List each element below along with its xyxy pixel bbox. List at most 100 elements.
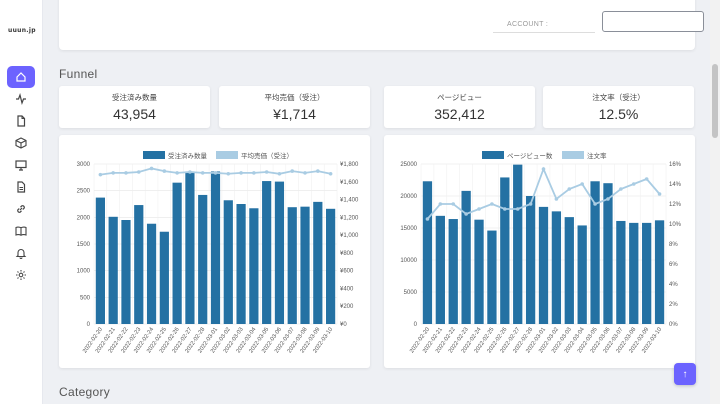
line-point [316, 169, 320, 173]
scroll-top-button[interactable]: ↑ [674, 363, 696, 385]
y-tick-left: 1500 [77, 242, 91, 248]
line-point [425, 217, 430, 221]
y-tick-right: 8% [669, 242, 678, 248]
chart-card-pageviews: ページビュー数 注文率 0 5000 10000 15000 20000 25000 0% 2% 4… [384, 135, 695, 368]
scrollbar-track[interactable] [710, 0, 720, 404]
line-point [277, 171, 282, 176]
y-tick-left: 3000 [77, 162, 91, 168]
scrollbar-thumb[interactable] [712, 64, 718, 138]
bar [654, 220, 665, 324]
sidebar-item-box[interactable] [7, 132, 35, 154]
line-point [175, 171, 179, 175]
line-point [606, 197, 610, 201]
account-input[interactable] [602, 11, 704, 32]
line-point [252, 171, 256, 175]
bar [300, 206, 310, 324]
kpi-value: 43,954 [113, 106, 156, 122]
sidebar-item-bell[interactable] [7, 242, 35, 264]
sidebar-item-file[interactable] [7, 110, 35, 132]
bar [513, 164, 523, 324]
y-tick-right: ¥1,800 [340, 162, 359, 168]
line-point [631, 182, 636, 186]
box-icon [15, 137, 27, 149]
legend-swatch-bar [143, 151, 165, 159]
bar [159, 231, 169, 324]
line-point [464, 212, 468, 216]
bar [172, 182, 182, 324]
sidebar-item-monitor[interactable] [7, 154, 35, 176]
line-point [515, 207, 520, 211]
y-tick-left: 500 [80, 295, 91, 301]
kpi-label: 注文率（受注） [592, 93, 645, 102]
pageviews-chart: ページビュー数 注文率 0 5000 10000 15000 20000 25000 0% 2% 4… [400, 151, 682, 354]
sidebar-item-link[interactable] [7, 198, 35, 220]
bell-icon [15, 249, 27, 259]
sidebar-item-book[interactable] [7, 220, 35, 242]
line-point [213, 171, 218, 175]
orders-chart: 受注済み数量 平均売価（受注） 0 500 1000 1500 2000 2500 3000 ¥0… [77, 151, 359, 354]
bar [487, 230, 497, 324]
bar [134, 205, 144, 324]
y-tick-right: 6% [669, 262, 678, 268]
line-point [188, 170, 192, 174]
line-point [644, 177, 649, 181]
bar [603, 183, 613, 324]
legend-label-line: 注文率 [587, 151, 607, 160]
sidebar-item-document[interactable] [7, 176, 35, 198]
link-icon [17, 205, 25, 213]
y-tick-right: 2% [669, 302, 678, 308]
bar [287, 207, 297, 324]
bar [249, 208, 259, 324]
kpi-card-quantity: 受注済み数量 43,954 [59, 86, 210, 128]
bar [616, 220, 626, 324]
y-tick-left: 5000 [404, 290, 418, 296]
y-tick-left: 10000 [400, 258, 417, 264]
y-tick-right: ¥1,400 [340, 198, 359, 204]
line-point [149, 166, 154, 171]
line-point [200, 171, 205, 175]
kpi-label: 受注済み数量 [112, 93, 157, 102]
y-tick-right: 10% [669, 222, 682, 228]
line-point [438, 202, 443, 206]
line-point [580, 182, 584, 186]
sidebar: uuun.jp [0, 0, 43, 404]
sidebar-item-activity[interactable] [7, 88, 35, 110]
y-tick-right: 16% [669, 162, 682, 168]
sidebar-item-home[interactable] [7, 66, 35, 88]
y-tick-left: 25000 [400, 162, 417, 168]
bar [564, 217, 574, 324]
line-point [593, 202, 597, 206]
legend-swatch-bar [482, 151, 504, 159]
bar [313, 201, 323, 324]
kpi-card-order-rate: 注文率（受注） 12.5% [543, 86, 694, 128]
sidebar-item-settings[interactable] [7, 264, 35, 286]
y-tick-right: ¥400 [340, 286, 354, 292]
account-label: ACCOUNT : [507, 21, 549, 28]
line-point [264, 170, 269, 174]
line-point [226, 171, 231, 176]
line-point [124, 171, 128, 175]
app-logo[interactable]: uuun.jp [8, 27, 36, 34]
bar [474, 219, 484, 324]
bar [422, 181, 433, 324]
line-point [239, 171, 243, 175]
line-point [477, 207, 481, 211]
y-tick-right: ¥1,200 [340, 215, 359, 221]
bar [461, 190, 471, 324]
line-point [111, 171, 115, 175]
bar [210, 171, 221, 324]
kpi-value: 352,412 [434, 106, 485, 122]
line-point [541, 167, 546, 171]
legend-swatch-line [562, 151, 584, 159]
line-point [136, 170, 141, 174]
bar [590, 181, 600, 324]
bar [629, 222, 639, 324]
y-tick-right: ¥1,000 [340, 233, 359, 239]
bar [642, 222, 652, 324]
section-title-category: Category [59, 385, 111, 399]
bar [223, 200, 233, 324]
line-point [567, 187, 572, 191]
filter-card: ACCOUNT : [59, 0, 704, 50]
y-tick-right: ¥800 [340, 251, 354, 257]
line-point [98, 172, 103, 177]
